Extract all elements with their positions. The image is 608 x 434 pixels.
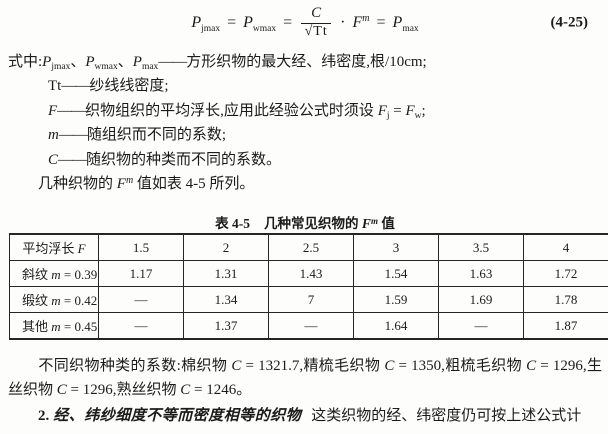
- header-col: 2: [183, 233, 269, 262]
- row-label-satin: 缎纹 m = 0.42: [9, 286, 99, 314]
- header-col: 3.5: [438, 233, 524, 262]
- table-row-twill: 斜纹 m = 0.39 1.17 1.31 1.43 1.54 1.63 1.7…: [9, 260, 608, 288]
- definition-line-m: m——随组织而不同的系数;: [48, 127, 227, 144]
- section-2-paragraph: 2. 经、纬纱细度不等而密度相等的织物 这类织物的经、纬密度仍可按上述公式计: [8, 404, 602, 428]
- definition-line-c: C——随织物的种类而不同的系数。: [48, 151, 282, 168]
- coefficients-paragraph: 不同织物种类的系数:棉织物 C = 1321.7,精梳毛织物 C = 1350,…: [8, 358, 602, 399]
- cell-value: 1.43: [268, 260, 354, 288]
- section-title: 经、纬纱细度不等而密度相等的织物: [53, 408, 302, 425]
- cell-value: 1.63: [438, 260, 524, 288]
- equals-sign: =: [283, 14, 293, 31]
- cell-value: 1.54: [353, 260, 439, 288]
- var-f-power-m: Fm: [352, 13, 370, 32]
- equals-sign: =: [376, 14, 386, 31]
- radical-sign: √: [304, 24, 314, 40]
- section-number: 2.: [38, 408, 50, 425]
- table-header-row: 平均浮长 F 1.5 2 2.5 3 3.5 4: [9, 233, 608, 262]
- cell-value: 1.64: [353, 312, 439, 340]
- cell-value: 1.69: [438, 286, 524, 314]
- definition-line-tt: Tt——纱线线密度;: [48, 78, 169, 95]
- row-label-other: 其他 m = 0.45: [9, 312, 99, 340]
- definition-line-pmax: 式中:Pjmax、Pwmax、Pmax——方形织物的最大经、纬密度,根/10cm…: [8, 54, 427, 72]
- cell-value: 1.87: [523, 312, 608, 340]
- equation-425-row: Pjmax = Pwmax = C √Tt · Fm = Pmax (4-25): [8, 6, 602, 40]
- header-col: 2.5: [268, 233, 354, 262]
- fraction-c-over-sqrt-tt: C √Tt: [301, 6, 332, 40]
- table-reference-line: 几种织物的 Fm 值如表 4-5 所列。: [38, 174, 255, 192]
- table-number: 表 4-5: [215, 216, 251, 232]
- definition-list: 式中:Pjmax、Pwmax、Pmax——方形织物的最大经、纬密度,根/10cm…: [8, 50, 602, 196]
- cell-value: 1.72: [523, 260, 608, 288]
- var-p-max: Pmax: [392, 14, 419, 34]
- cell-value: 1.17: [98, 260, 184, 288]
- header-average-float: 平均浮长 F: [9, 233, 99, 262]
- cell-value: —: [98, 286, 184, 314]
- equation-expression: Pjmax = Pwmax = C √Tt · Fm = Pmax: [191, 6, 418, 39]
- header-col: 3: [353, 233, 439, 262]
- header-col: 1.5: [98, 233, 184, 262]
- cell-value: 1.59: [353, 286, 439, 314]
- definition-line-f: F——织物组织的平均浮长,应用此经验公式时须设 Fj = Fw;: [48, 102, 426, 121]
- table-row-satin: 缎纹 m = 0.42 — 1.34 7 1.59 1.69 1.78: [9, 286, 608, 314]
- equals-sign: =: [227, 14, 237, 31]
- cell-value: —: [438, 312, 524, 340]
- var-p-jmax: Pjmax: [191, 14, 221, 34]
- cell-value: 1.37: [183, 312, 269, 340]
- var-p-wmax: Pwmax: [243, 14, 277, 34]
- cell-value: —: [268, 312, 354, 340]
- multiplication-dot: ·: [340, 14, 346, 31]
- equation-number: (4-25): [550, 14, 589, 31]
- table-caption: 表 4-5 几种常见织物的 Fm 值: [215, 216, 395, 232]
- row-label-twill: 斜纹 m = 0.39: [9, 260, 99, 288]
- cell-value: 1.31: [183, 260, 269, 288]
- cell-value: 7: [268, 286, 354, 314]
- cell-value: 1.34: [183, 286, 269, 314]
- section-body-text: 这类织物的经、纬密度仍可按上述公式计: [311, 408, 582, 425]
- fm-values-table: 平均浮长 F 1.5 2 2.5 3 3.5 4 斜纹 m = 0.39 1.1…: [9, 233, 608, 341]
- cell-value: 1.78: [523, 286, 608, 314]
- table-row-other: 其他 m = 0.45 — 1.37 — 1.64 — 1.87: [9, 312, 608, 340]
- header-col: 4: [523, 233, 608, 262]
- cell-value: —: [98, 312, 184, 340]
